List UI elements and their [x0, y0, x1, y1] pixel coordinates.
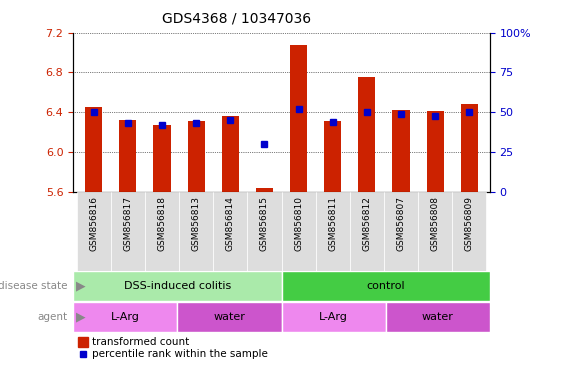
Text: ▶: ▶ [76, 310, 86, 323]
Legend: transformed count, percentile rank within the sample: transformed count, percentile rank withi… [78, 338, 268, 359]
Text: ▶: ▶ [76, 280, 86, 293]
Bar [247, 192, 282, 271]
Text: water: water [213, 312, 245, 322]
Text: GDS4368 / 10347036: GDS4368 / 10347036 [162, 12, 311, 25]
Bar [418, 192, 452, 271]
Bar [290, 45, 307, 192]
Bar [316, 192, 350, 271]
Bar [452, 192, 486, 271]
Bar [282, 302, 386, 331]
Bar [213, 192, 247, 271]
Text: control: control [367, 281, 405, 291]
Text: disease state: disease state [0, 281, 68, 291]
Text: GSM856811: GSM856811 [328, 196, 337, 251]
Text: GSM856816: GSM856816 [89, 196, 98, 251]
Text: GSM856813: GSM856813 [191, 196, 200, 251]
Text: GSM856809: GSM856809 [465, 196, 474, 251]
Text: GSM856814: GSM856814 [226, 196, 235, 251]
Bar [77, 192, 111, 271]
Bar [256, 188, 273, 192]
Bar [461, 104, 478, 192]
Bar [154, 125, 171, 192]
Bar [282, 192, 316, 271]
Bar [384, 192, 418, 271]
Text: GSM856808: GSM856808 [431, 196, 440, 251]
Text: L-Arg: L-Arg [319, 312, 348, 322]
Bar [282, 271, 490, 301]
Text: GSM856818: GSM856818 [158, 196, 167, 251]
Text: water: water [422, 312, 454, 322]
Text: L-Arg: L-Arg [111, 312, 140, 322]
Bar [145, 192, 179, 271]
Text: GSM856815: GSM856815 [260, 196, 269, 251]
Bar [187, 121, 205, 192]
Bar [73, 271, 282, 301]
Bar [350, 192, 384, 271]
Text: GSM856817: GSM856817 [123, 196, 132, 251]
Bar [179, 192, 213, 271]
Bar [324, 121, 341, 192]
Text: agent: agent [37, 312, 68, 322]
Bar [177, 302, 282, 331]
Bar [119, 120, 136, 192]
Bar [392, 110, 409, 192]
Bar [427, 111, 444, 192]
Text: GSM856807: GSM856807 [396, 196, 405, 251]
Bar [222, 116, 239, 192]
Text: GSM856810: GSM856810 [294, 196, 303, 251]
Text: DSS-induced colitis: DSS-induced colitis [124, 281, 231, 291]
Bar [85, 108, 102, 192]
Bar [358, 78, 376, 192]
Bar [386, 302, 490, 331]
Bar [111, 192, 145, 271]
Bar [73, 302, 177, 331]
Text: GSM856812: GSM856812 [363, 196, 372, 251]
